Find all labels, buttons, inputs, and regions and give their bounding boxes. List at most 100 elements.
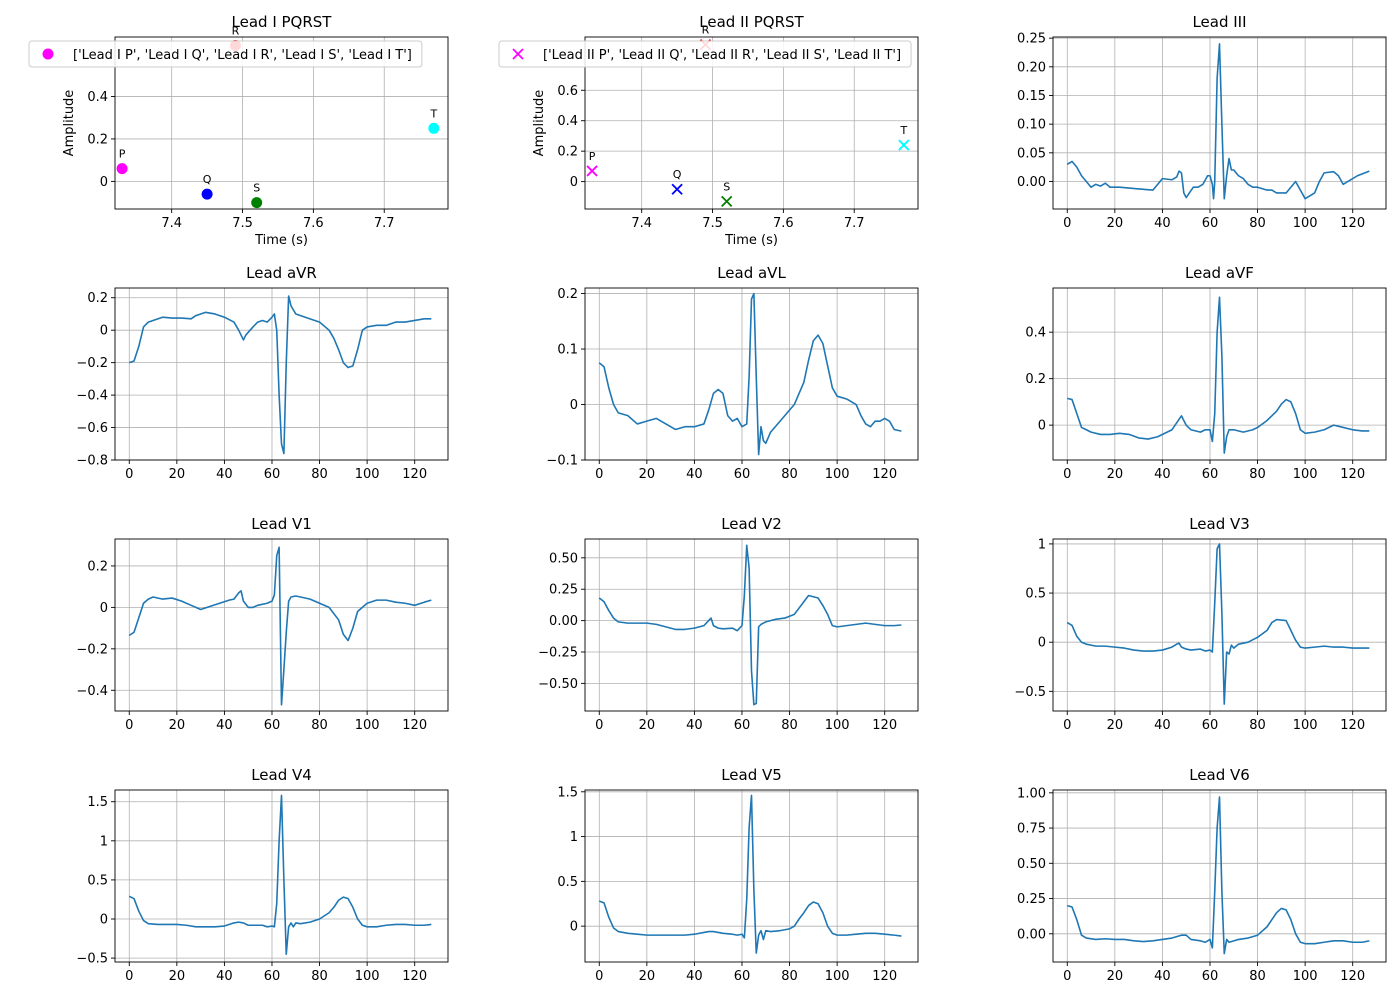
point-label: T bbox=[899, 124, 907, 137]
y-tick-label: 0.5 bbox=[1025, 587, 1046, 602]
point-label: P bbox=[589, 150, 596, 163]
x-axis-label: Time (s) bbox=[724, 233, 778, 248]
x-tick-label: 7.5 bbox=[702, 216, 723, 231]
x-tick-label: 60 bbox=[264, 467, 281, 482]
x-tick-label: 40 bbox=[216, 718, 233, 733]
axes-frame bbox=[114, 538, 449, 712]
ecg-trace bbox=[598, 544, 902, 706]
y-tick-label: 0.2 bbox=[557, 145, 578, 160]
point-label: S bbox=[723, 180, 730, 193]
subplot-lead-v1: 0 20 40 60 80 100 120 −0.4 −0.2 0 0.2 Lead V1 bbox=[76, 515, 449, 733]
point-q bbox=[201, 188, 213, 200]
x-tick-label: 40 bbox=[686, 467, 703, 482]
y-tick-label: 0.00 bbox=[549, 614, 578, 629]
y-tick-label: −0.1 bbox=[546, 454, 578, 469]
ecg-trace bbox=[128, 794, 432, 955]
y-tick-label: 0.50 bbox=[549, 551, 578, 566]
x-tick-label: 60 bbox=[1202, 718, 1219, 733]
x-tick-label: 0 bbox=[1063, 969, 1071, 984]
x-tick-label: 20 bbox=[169, 718, 186, 733]
x-tick-label: 100 bbox=[1293, 969, 1318, 984]
x-tick-label: 20 bbox=[1107, 969, 1124, 984]
x-tick-label: 60 bbox=[1202, 216, 1219, 231]
y-tick-label: −0.5 bbox=[1014, 685, 1046, 700]
subplot-lead-ii-pqrst: P Q R S T 7.4 7.5 7.6 7.7 0 0.2 0.4 0.6 Lead II PQRST… bbox=[498, 13, 919, 248]
x-tick-label: 100 bbox=[355, 718, 380, 733]
x-tick-label: 80 bbox=[781, 467, 798, 482]
y-tick-label: 1.5 bbox=[87, 795, 108, 810]
subplot-lead-v2: 0 20 40 60 80 100 120 −0.50 −0.25 0.00 0.25 0.50 Lea… bbox=[538, 515, 919, 733]
x-tick-label: 40 bbox=[1154, 467, 1171, 482]
x-tick-label: 20 bbox=[639, 467, 656, 482]
ecg-trace bbox=[1067, 796, 1370, 955]
legend-box bbox=[28, 40, 423, 68]
subplot-title: Lead II PQRST bbox=[699, 13, 804, 31]
x-tick-label: 80 bbox=[1249, 718, 1266, 733]
point-q bbox=[671, 183, 683, 195]
y-tick-label: 0 bbox=[570, 398, 578, 413]
x-tick-label: 40 bbox=[686, 718, 703, 733]
ecg-trace bbox=[128, 546, 432, 706]
x-tick-label: 60 bbox=[1202, 467, 1219, 482]
x-tick-label: 100 bbox=[1293, 718, 1318, 733]
x-tick-label: 7.7 bbox=[374, 216, 395, 231]
x-tick-label: 40 bbox=[216, 969, 233, 984]
legend: ['Lead II P', 'Lead II Q', 'Lead II R', … bbox=[498, 40, 912, 68]
x-tick-label: 100 bbox=[1293, 467, 1318, 482]
x-tick-label: 80 bbox=[311, 718, 328, 733]
y-tick-label: 0 bbox=[100, 601, 108, 616]
x-tick-label: 120 bbox=[1340, 467, 1365, 482]
x-tick-label: 0 bbox=[595, 467, 603, 482]
y-tick-label: 0.1 bbox=[557, 343, 578, 358]
subplot-lead-iii: 0 20 40 60 80 100 120 0.00 0.05 0.10 0.15 0.20 0.25 L… bbox=[1017, 13, 1387, 231]
x-tick-label: 20 bbox=[1107, 216, 1124, 231]
y-tick-label: 1.5 bbox=[557, 785, 578, 800]
x-tick-label: 7.4 bbox=[161, 216, 182, 231]
ecg-trace bbox=[129, 295, 432, 455]
point-p bbox=[116, 163, 128, 175]
x-tick-label: 60 bbox=[734, 969, 751, 984]
y-tick-label: 0.4 bbox=[87, 90, 108, 105]
y-tick-label: 0.5 bbox=[87, 873, 108, 888]
axes-frame bbox=[584, 538, 919, 712]
y-tick-label: 0.75 bbox=[1017, 822, 1046, 837]
ecg-trace bbox=[1066, 543, 1370, 705]
x-tick-label: 20 bbox=[1107, 467, 1124, 482]
point-s bbox=[251, 197, 263, 209]
axes-frame bbox=[114, 36, 449, 210]
y-tick-label: 0.4 bbox=[557, 114, 578, 129]
y-tick-label: 0.5 bbox=[557, 875, 578, 890]
point-label: R bbox=[232, 24, 240, 37]
x-tick-label: 60 bbox=[264, 969, 281, 984]
y-tick-label: 0.00 bbox=[1017, 927, 1046, 942]
subplot-title: Lead III bbox=[1192, 13, 1246, 31]
subplot-lead-v4: 0 20 40 60 80 100 120 −0.5 0 0.5 1 1.5 Lead V4 bbox=[76, 766, 449, 984]
y-tick-label: 0.2 bbox=[1025, 372, 1046, 387]
x-tick-label: 100 bbox=[825, 969, 850, 984]
x-tick-label: 0 bbox=[1063, 216, 1071, 231]
y-tick-label: 1.00 bbox=[1017, 786, 1046, 801]
y-tick-label: 0.25 bbox=[1017, 892, 1046, 907]
y-tick-label: 0.50 bbox=[1017, 857, 1046, 872]
y-tick-label: −0.4 bbox=[76, 684, 108, 699]
y-tick-label: 0.15 bbox=[1017, 89, 1046, 104]
point-label: R bbox=[702, 24, 710, 37]
y-tick-label: 0.25 bbox=[1017, 32, 1046, 47]
subplot-title: Lead aVR bbox=[246, 264, 317, 282]
y-tick-label: 0.20 bbox=[1017, 60, 1046, 75]
x-tick-label: 7.4 bbox=[631, 216, 652, 231]
point-t bbox=[428, 122, 440, 134]
point-s bbox=[721, 195, 733, 208]
y-tick-label: −0.8 bbox=[76, 454, 108, 469]
legend-marker bbox=[42, 48, 54, 60]
axes-frame bbox=[1052, 538, 1387, 712]
x-tick-label: 20 bbox=[1107, 718, 1124, 733]
subplot-lead-v6: 0 20 40 60 80 100 120 0.00 0.25 0.50 0.75 1.00 Lead … bbox=[1017, 766, 1387, 984]
subplot-lead-avr: 0 20 40 60 80 100 120 −0.8 −0.6 −0.4 −0.2 0 0.2 Lead … bbox=[76, 264, 449, 482]
axes-frame bbox=[1052, 789, 1387, 963]
subplot-title: Lead aVL bbox=[717, 264, 786, 282]
x-tick-label: 120 bbox=[402, 467, 427, 482]
subplot-title: Lead V6 bbox=[1189, 766, 1250, 784]
x-tick-label: 60 bbox=[734, 718, 751, 733]
